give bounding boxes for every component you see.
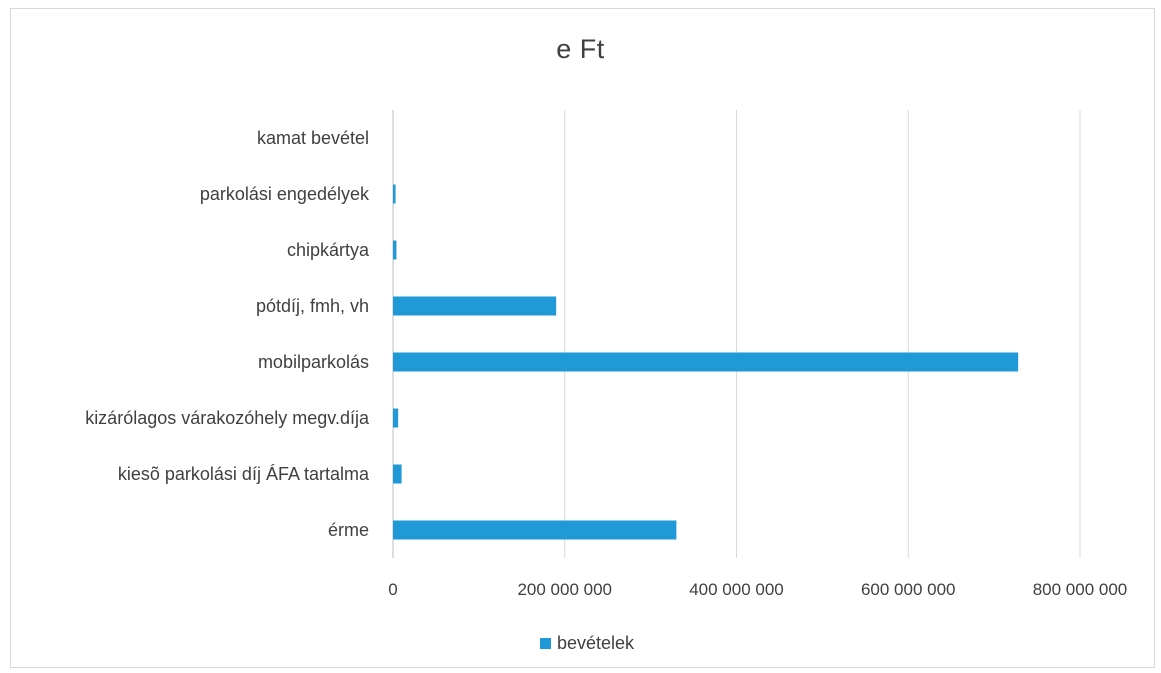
- bar: [393, 520, 677, 540]
- category-label: parkolási engedélyek: [200, 184, 370, 204]
- x-tick-label: 600 000 000: [861, 580, 956, 599]
- chart-title: e Ft: [556, 34, 605, 64]
- category-label: mobilparkolás: [258, 352, 369, 372]
- category-label: chipkártya: [287, 240, 370, 260]
- bar: [393, 464, 402, 484]
- x-tick-label: 800 000 000: [1033, 580, 1128, 599]
- category-label: kiesõ parkolási díj ÁFA tartalma: [118, 464, 370, 484]
- bar: [393, 408, 399, 428]
- legend-label: bevételek: [557, 633, 635, 653]
- category-label: kizárólagos várakozóhely megv.díja: [85, 408, 370, 428]
- bar: [393, 296, 557, 316]
- bar: [393, 352, 1019, 372]
- bar: [393, 184, 396, 204]
- category-label: érme: [328, 520, 369, 540]
- bar: [393, 240, 397, 260]
- category-label: kamat bevétel: [257, 128, 369, 148]
- x-tick-label: 0: [388, 580, 397, 599]
- chart-frame: [10, 8, 1155, 668]
- legend-swatch: [540, 638, 551, 649]
- x-tick-label: 400 000 000: [689, 580, 784, 599]
- x-tick-label: 200 000 000: [517, 580, 612, 599]
- legend: bevételek: [540, 633, 634, 654]
- category-label: pótdíj, fmh, vh: [256, 296, 369, 316]
